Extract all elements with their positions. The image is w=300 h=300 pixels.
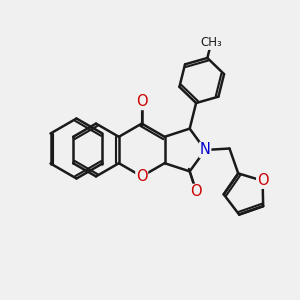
Text: O: O	[136, 169, 148, 184]
Text: N: N	[200, 142, 211, 158]
Text: O: O	[136, 94, 148, 110]
Text: CH₃: CH₃	[200, 36, 222, 49]
Text: O: O	[257, 173, 268, 188]
Text: O: O	[190, 184, 202, 200]
